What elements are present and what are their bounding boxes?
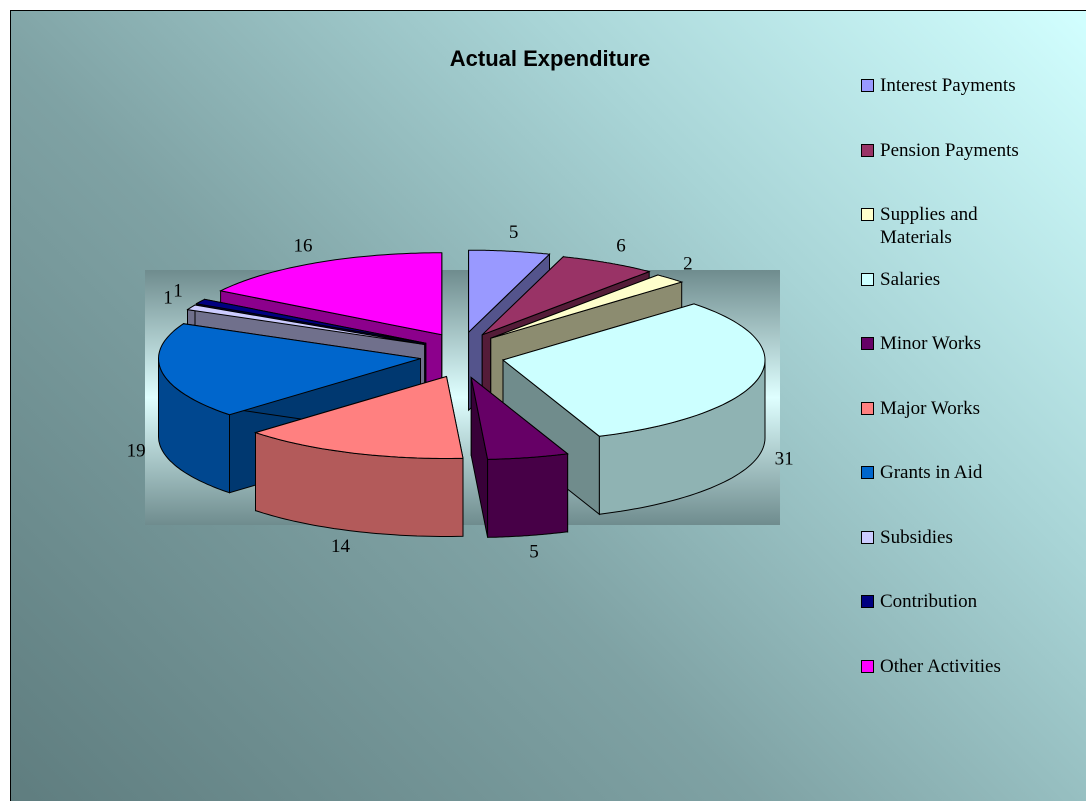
legend-label: Major Works	[880, 397, 980, 419]
data-label: 14	[331, 536, 351, 557]
legend-item: Major Works	[861, 397, 1061, 420]
slice-top	[501, 303, 766, 437]
data-label: 5	[509, 222, 519, 243]
legend-label: Salaries	[880, 268, 941, 290]
slice-top	[490, 274, 684, 339]
slice-top	[219, 252, 443, 336]
chart-title: Actual Expenditure	[450, 46, 650, 71]
legend-item: Minor Works	[861, 332, 1061, 355]
slice-top	[468, 249, 551, 334]
legend-item: Supplies and Materials	[861, 203, 1061, 249]
legend-item: Contribution	[861, 590, 1061, 613]
data-label: 31	[775, 448, 794, 469]
legend-swatch	[861, 272, 874, 286]
legend-item: Interest Payments	[861, 74, 1061, 97]
legend-swatch	[861, 530, 874, 544]
legend-swatch	[861, 401, 874, 415]
legend-label: Interest Payments	[880, 75, 1016, 96]
data-label: 19	[127, 441, 146, 462]
legend-swatch	[861, 466, 874, 479]
legend-item: Other Activities	[861, 655, 1061, 678]
legend-label: Supplies and Materials	[880, 204, 978, 248]
slice-top	[186, 304, 425, 345]
legend-label: Grants in Aid	[880, 462, 983, 483]
slice	[470, 376, 569, 538]
slice-top	[253, 375, 464, 459]
legend-label: Pension Payments	[880, 139, 1019, 161]
legend-swatch	[861, 79, 874, 92]
legend-swatch	[861, 143, 874, 157]
data-label: 1	[163, 287, 173, 308]
slice-top	[157, 323, 421, 416]
legend-label: Subsidies	[880, 526, 953, 548]
data-label: 2	[683, 254, 693, 275]
slice-top	[470, 376, 569, 460]
legend-label: Minor Works	[880, 333, 982, 354]
legend-item: Grants in Aid	[861, 461, 1061, 484]
legend-label: Other Activities	[880, 655, 1001, 677]
legend-swatch	[861, 337, 874, 350]
data-label: 6	[616, 235, 626, 256]
slice-top	[481, 256, 651, 336]
data-label: 5	[529, 541, 539, 562]
pie	[157, 249, 766, 538]
legend-item: Salaries	[861, 268, 1061, 291]
legend-swatch	[861, 595, 874, 608]
slice	[501, 303, 766, 516]
slice	[253, 375, 464, 537]
data-label: 16	[294, 235, 313, 256]
legend-swatch	[861, 208, 874, 221]
legend-item: Pension Payments	[861, 139, 1061, 162]
legend-item: Subsidies	[861, 526, 1061, 549]
legend-label: Contribution	[880, 591, 978, 612]
legend-swatch	[861, 659, 874, 673]
slice-top	[196, 298, 426, 344]
data-label: 1	[173, 281, 183, 302]
slice-outer-wall	[487, 453, 569, 538]
